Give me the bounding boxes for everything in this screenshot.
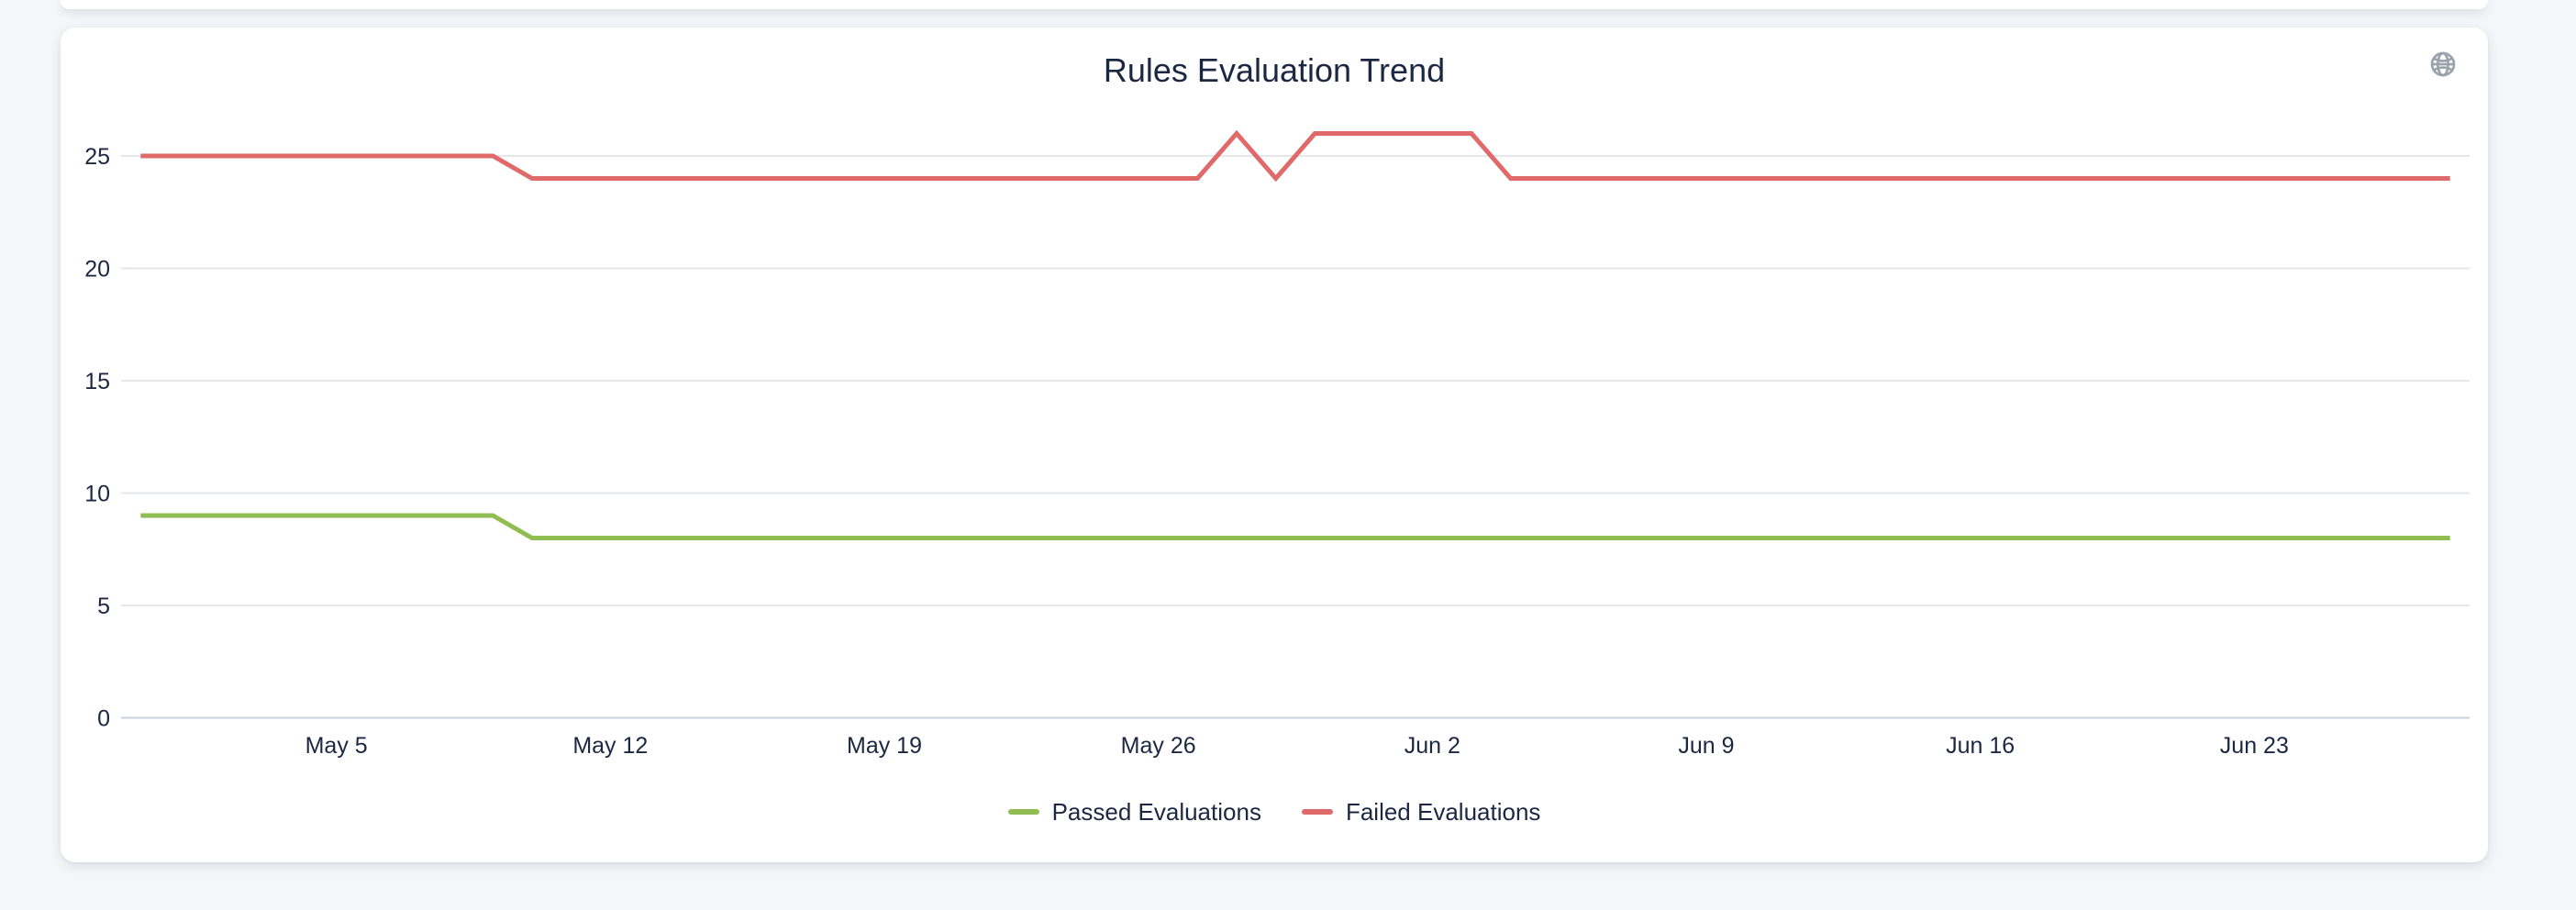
passed-line-swatch (1007, 809, 1039, 815)
x-tick-label: May 5 (305, 733, 368, 759)
x-tick-label: Jun 16 (1946, 733, 2015, 759)
y-tick-label: 20 (84, 257, 110, 283)
y-tick-label: 0 (97, 706, 110, 732)
previous-card-bottom-edge (61, 0, 2488, 9)
rules-evaluation-trend-card: 0 5 10 15 20 25 May 5 May 12 May 19 May 26 Jun 2 Ju… (61, 28, 2488, 862)
legend-label-failed: Failed Evaluations (1345, 798, 1541, 826)
x-tick-label: Jun 23 (2220, 733, 2289, 759)
y-tick-label: 15 (84, 369, 110, 394)
x-tick-label: Jun 2 (1405, 733, 1460, 759)
chart-legend: Passed Evaluations Failed Evaluations (61, 796, 2488, 827)
y-tick-label: 5 (97, 594, 110, 619)
y-tick-label: 10 (84, 482, 110, 507)
failed-line-swatch (1301, 809, 1333, 815)
x-tick-label: May 26 (1121, 733, 1196, 759)
globe-icon (2430, 51, 2456, 77)
y-tick-label: 25 (84, 144, 110, 170)
globe-button[interactable] (2426, 48, 2459, 81)
legend-label-passed: Passed Evaluations (1051, 798, 1261, 826)
x-tick-label: May 12 (572, 733, 648, 759)
x-tick-label: Jun 9 (1678, 733, 1734, 759)
legend-item-failed[interactable]: Failed Evaluations (1301, 796, 1541, 827)
chart-title: Rules Evaluation Trend (1103, 51, 1446, 89)
x-tick-label: May 19 (847, 733, 922, 759)
series-line-failed-evaluations[interactable] (140, 129, 2450, 183)
trend-chart-plot-area[interactable]: 0 5 10 15 20 25 May 5 May 12 May 19 May 26 Jun 2 Ju… (61, 28, 2488, 862)
legend-item-passed[interactable]: Passed Evaluations (1007, 796, 1261, 827)
series-line-passed-evaluations[interactable] (140, 513, 2450, 540)
